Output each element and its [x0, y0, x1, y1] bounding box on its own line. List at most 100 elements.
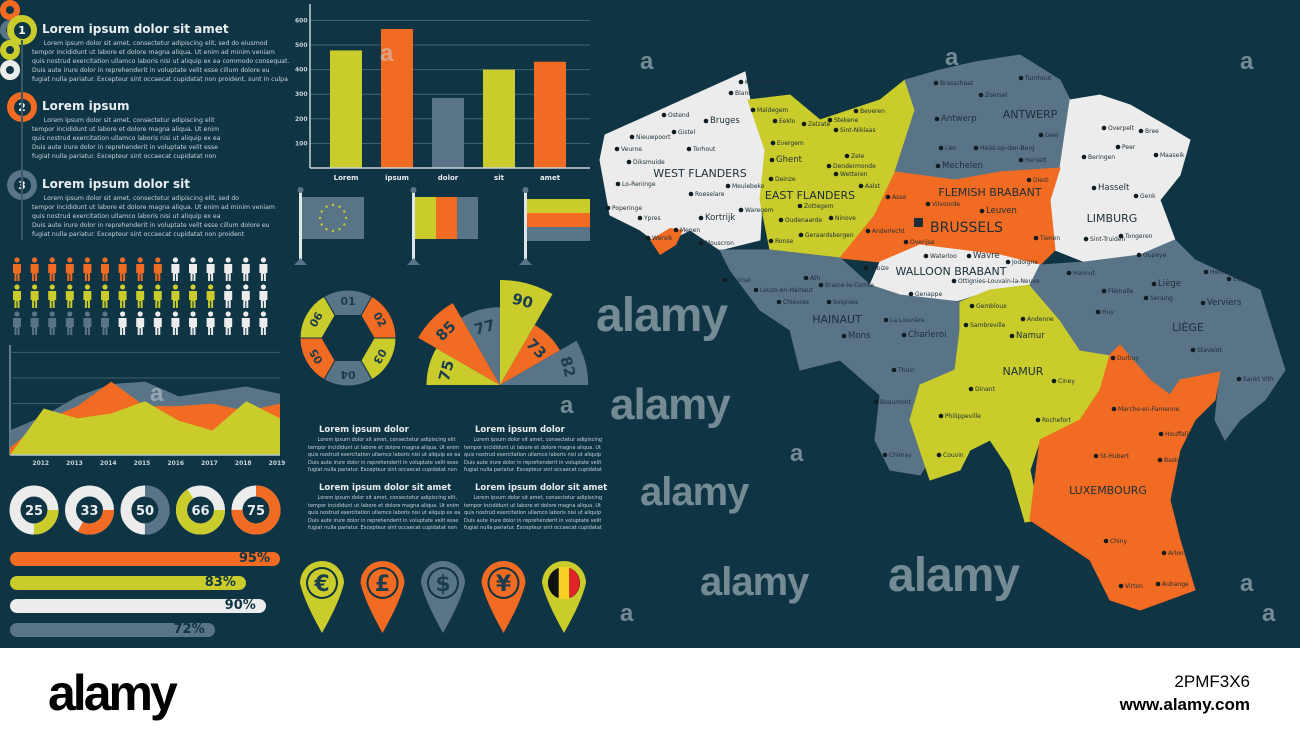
city-dot-icon [1005, 259, 1011, 265]
person-icon [136, 284, 145, 308]
city-label: Hannut [1073, 270, 1096, 277]
person-head [243, 284, 249, 290]
city-label: Maaseik [1160, 152, 1185, 159]
city-marker: Eeklo [772, 118, 796, 125]
donut-value-arc [176, 485, 225, 535]
person-head [49, 257, 55, 263]
city-dot-icon [1101, 288, 1107, 294]
person-body [48, 264, 57, 281]
province-label: LUXEMBOURG [1069, 484, 1147, 497]
flag-pole [524, 190, 527, 260]
city-dot-icon [1051, 378, 1057, 384]
city-dot-icon [863, 265, 869, 271]
person-head [120, 257, 126, 263]
city-marker: Arlon [1161, 550, 1184, 557]
legend-body: Lorem ipsum dolor sit amet, consectetur … [308, 495, 461, 531]
person-head [137, 311, 143, 317]
pound-pin-icon: £ [360, 561, 405, 633]
city-marker: Wavre [966, 251, 1000, 261]
site-url[interactable]: www.alamy.com [1119, 695, 1250, 714]
watermark-text: alamy [610, 380, 731, 429]
city-label: Veurne [621, 146, 642, 153]
timeline-line [21, 40, 23, 240]
person-head [120, 311, 126, 317]
city-label: Ghent [776, 155, 803, 165]
bar [483, 69, 515, 168]
city-dot-icon [883, 317, 889, 323]
city-marker: Bruges [703, 116, 740, 126]
city-marker: Deinze [768, 176, 796, 183]
person-head [31, 284, 38, 290]
city-label: Brasschaat [940, 80, 974, 87]
city-marker: Geraardsbergen [798, 232, 854, 239]
flag-stripe [415, 197, 436, 239]
person-icon [171, 311, 180, 335]
city-marker: Sint-Truiden [1083, 236, 1125, 243]
person-body [241, 318, 250, 335]
city-dot-icon [1066, 270, 1072, 276]
person-head [155, 284, 161, 290]
person-body [189, 264, 197, 281]
bar-category-label: Lorem [334, 174, 359, 182]
city-label: Seraing [1150, 295, 1173, 302]
city-marker: Mons [841, 331, 871, 341]
city-dot-icon [798, 232, 804, 238]
city-marker: Overpelt [1101, 125, 1135, 132]
city-marker: Genk [1133, 193, 1156, 200]
city-dot-icon [908, 291, 914, 297]
section-title: Lorem ipsum dolor sit [42, 177, 190, 191]
person-body [224, 318, 233, 335]
city-dot-icon [671, 129, 677, 135]
city-marker: Hannut [1066, 270, 1096, 277]
city-label: Nieuwpoort [636, 134, 671, 141]
province-label: NAMUR [1003, 365, 1044, 378]
city-label: Tienen [1039, 235, 1060, 242]
person-head [225, 284, 231, 290]
city-marker: Veurne [614, 146, 642, 153]
city-dot-icon [882, 452, 888, 458]
flag-stripe [436, 197, 457, 239]
city-label: Dinant [975, 386, 996, 393]
city-marker: St-Hubert [1093, 453, 1130, 460]
city-label: Torhout [692, 146, 716, 153]
footer-bar: alamy 2PMF3X6 www.alamy.com [0, 648, 1300, 739]
fan-sector [418, 303, 500, 385]
city-label: Ypres [643, 215, 661, 222]
person-head [172, 311, 178, 317]
alamy-logo: alamy [48, 665, 178, 721]
province-label: WEST FLANDERS [653, 167, 747, 180]
city-dot-icon [978, 92, 984, 98]
capital-label: BRUSSELS [930, 220, 1003, 236]
city-dot-icon [844, 153, 850, 159]
person-head [190, 257, 196, 263]
y-tick-label: 200 [295, 116, 308, 123]
bar-category-label: ipsum [385, 174, 409, 182]
city-dot-icon [1151, 281, 1157, 287]
city-dot-icon [1081, 154, 1087, 160]
person-icon [189, 284, 197, 308]
flag-star [331, 229, 335, 233]
city-label: Arlon [1168, 550, 1184, 557]
city-marker: Ostend [661, 112, 690, 119]
city-dot-icon [1035, 417, 1041, 423]
city-label: Heist-op-den-Berg [980, 145, 1035, 152]
person-icon [118, 257, 127, 281]
bar-category-label: amet [540, 174, 561, 182]
person-icon [224, 311, 233, 335]
city-marker: Ghent [769, 155, 803, 165]
city-label: Zelzate [808, 121, 831, 128]
person-body [30, 291, 39, 308]
city-label: Dendermonde [833, 163, 876, 170]
legend-title: Lorem ipsum dolor [319, 425, 409, 435]
city-dot-icon [1103, 538, 1109, 544]
person-icon [101, 311, 109, 335]
person-icon [259, 284, 268, 308]
city-dot-icon [885, 194, 891, 200]
city-dot-icon [703, 118, 709, 124]
city-dot-icon [938, 145, 944, 151]
person-icon [13, 284, 21, 308]
city-marker: Kortrijk [698, 213, 735, 223]
person-body [171, 264, 180, 281]
city-marker: Huy [1095, 309, 1114, 316]
city-label: Ninove [835, 215, 856, 222]
